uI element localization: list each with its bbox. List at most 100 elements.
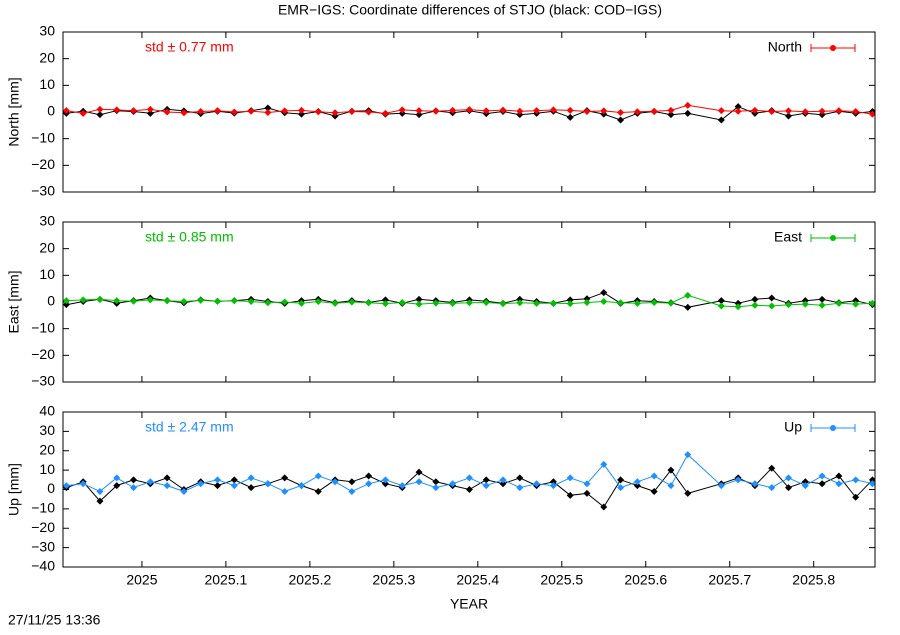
data-point (801, 482, 809, 490)
data-point (583, 299, 591, 307)
data-point (785, 474, 793, 482)
y-tick-label: 10 (39, 461, 55, 477)
y-axis-label: East [mm] (6, 270, 22, 333)
data-point (432, 107, 440, 115)
data-point (768, 464, 776, 472)
y-tick-label: 10 (39, 76, 55, 92)
data-point (331, 299, 339, 307)
data-point (549, 478, 557, 486)
legend-symbol (830, 235, 836, 241)
data-point (197, 296, 205, 304)
x-tick-label: 2025.7 (708, 572, 751, 588)
data-point (348, 298, 356, 306)
data-point (415, 300, 423, 308)
data-point (667, 106, 675, 114)
y-tick-label: 20 (39, 441, 55, 457)
data-point (667, 299, 675, 307)
data-point (381, 109, 389, 117)
data-point (785, 484, 793, 492)
data-point (768, 484, 776, 492)
data-point (96, 497, 104, 505)
legend-label: East (774, 229, 802, 245)
data-point (264, 104, 272, 112)
data-point (365, 480, 373, 488)
data-point (667, 111, 675, 119)
data-point (130, 297, 138, 305)
data-point (650, 487, 658, 495)
data-point (163, 474, 171, 482)
data-point (583, 295, 591, 303)
x-tick-label: 2025.2 (288, 572, 331, 588)
data-point (835, 299, 843, 307)
data-point (314, 487, 322, 495)
data-point (465, 106, 473, 114)
data-point (600, 107, 608, 115)
data-point (516, 107, 524, 115)
data-point (566, 474, 574, 482)
data-point (247, 297, 255, 305)
data-point (617, 476, 625, 484)
data-point (197, 107, 205, 115)
data-point (113, 482, 121, 490)
y-tick-label: −20 (31, 346, 55, 362)
data-point (214, 297, 222, 305)
data-point (264, 299, 272, 307)
data-point (214, 482, 222, 490)
y-tick-label: −10 (31, 500, 55, 516)
data-point (381, 300, 389, 308)
data-point (818, 301, 826, 309)
data-point (751, 480, 759, 488)
data-point (617, 109, 625, 117)
data-point (482, 299, 490, 307)
data-point (365, 472, 373, 480)
data-point (63, 301, 70, 309)
data-point (684, 451, 692, 459)
data-point (650, 107, 658, 115)
data-point (516, 474, 524, 482)
chart-title: EMR−IGS: Coordinate differences of STJO … (278, 2, 662, 18)
data-point (146, 109, 154, 117)
y-tick-label: −10 (31, 319, 55, 335)
data-point (633, 299, 641, 307)
data-point (566, 296, 574, 304)
data-point (617, 484, 625, 492)
data-point (482, 482, 490, 490)
data-point (130, 107, 138, 115)
x-tick-label: 2025.3 (372, 572, 415, 588)
data-point (684, 291, 692, 299)
data-point (566, 491, 574, 499)
data-point (801, 300, 809, 308)
data-point (549, 106, 557, 114)
plot-frame (62, 411, 876, 568)
data-point (818, 480, 826, 488)
data-point (415, 107, 423, 115)
data-point (785, 112, 793, 120)
data-point (465, 474, 473, 482)
data-point (633, 482, 641, 490)
data-point (281, 487, 289, 495)
data-point (247, 474, 255, 482)
data-point (868, 110, 875, 118)
data-point (432, 484, 440, 492)
data-point (751, 106, 759, 114)
data-point (633, 478, 641, 486)
data-point (818, 295, 826, 303)
y-tick-label: 0 (47, 480, 55, 496)
data-point (617, 299, 625, 307)
data-point (533, 299, 541, 307)
data-point (684, 101, 692, 109)
plot-area (63, 289, 875, 311)
data-point (130, 476, 138, 484)
data-point (415, 478, 423, 486)
data-point (499, 476, 507, 484)
data-point (297, 482, 305, 490)
data-point (667, 482, 675, 490)
data-point (852, 107, 860, 115)
data-point (801, 478, 809, 486)
data-point (499, 106, 507, 114)
data-point (449, 299, 457, 307)
data-point (650, 299, 658, 307)
data-point (398, 482, 406, 490)
data-point (432, 478, 440, 486)
